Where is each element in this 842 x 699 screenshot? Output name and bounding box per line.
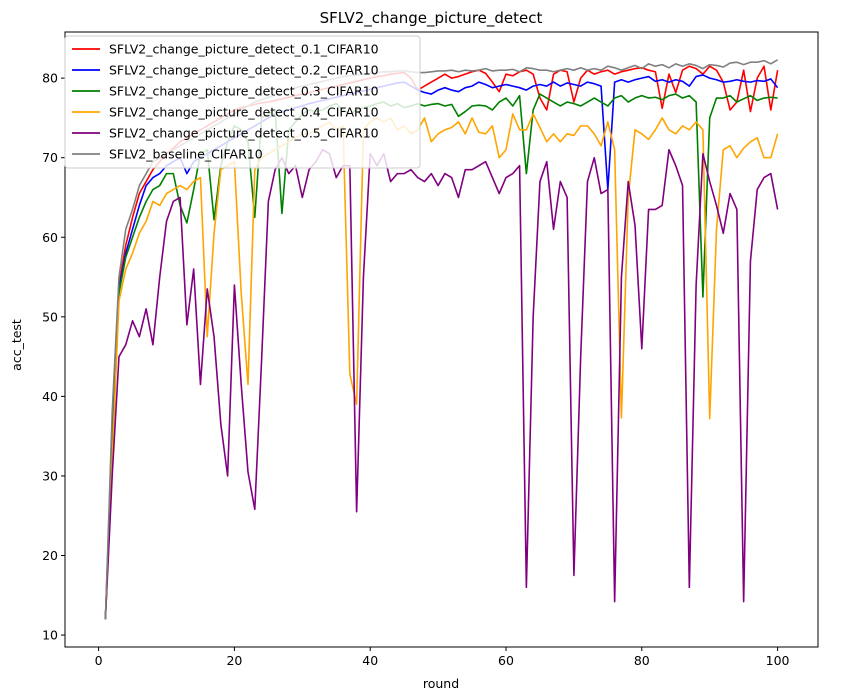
legend-box (64, 35, 421, 169)
series-line-4 (104, 113, 779, 620)
y-tick-label: 30 (42, 468, 58, 483)
y-tick-label: 70 (42, 150, 58, 165)
x-tick-label: 20 (226, 653, 242, 668)
legend: SFLV2_change_picture_detect_0.1_CIFAR10 S… (64, 35, 421, 169)
legend-label: SFLV2_change_picture_detect_0.1_CIFAR10 (109, 42, 379, 57)
series-line-3 (104, 93, 778, 620)
legend-label: SFLV2_change_picture_detect_0.4_CIFAR10 (109, 105, 379, 120)
x-tick-label: 40 (362, 653, 378, 668)
x-tick-label: 80 (634, 653, 650, 668)
y-tick-label: 80 (42, 71, 58, 86)
y-tick-label: 20 (42, 548, 58, 563)
x-tick-label: 60 (498, 653, 514, 668)
plot-frame (64, 31, 819, 648)
y-axis: 10 20 30 40 50 60 70 80 (42, 71, 65, 643)
legend-label: SFLV2_baseline_CIFAR10 (109, 147, 263, 162)
x-axis: 0 20 40 60 80 100 (95, 647, 790, 668)
series-line-5 (104, 148, 779, 620)
x-tick-label: 100 (766, 653, 790, 668)
y-tick-label: 40 (42, 389, 58, 404)
y-tick-label: 50 (42, 309, 58, 324)
y-tick-label: 10 (42, 628, 58, 643)
chart-title: SFLV2_change_picture_detect (320, 9, 543, 28)
legend-label: SFLV2_change_picture_detect_0.2_CIFAR10 (109, 63, 379, 78)
legend-label: SFLV2_change_picture_detect_0.5_CIFAR10 (109, 126, 379, 141)
x-axis-label: round (423, 676, 459, 691)
legend-label: SFLV2_change_picture_detect_0.3_CIFAR10 (109, 84, 379, 99)
y-tick-label: 60 (42, 230, 58, 245)
x-tick-label: 0 (95, 653, 103, 668)
y-axis-label: acc_test (9, 319, 24, 371)
